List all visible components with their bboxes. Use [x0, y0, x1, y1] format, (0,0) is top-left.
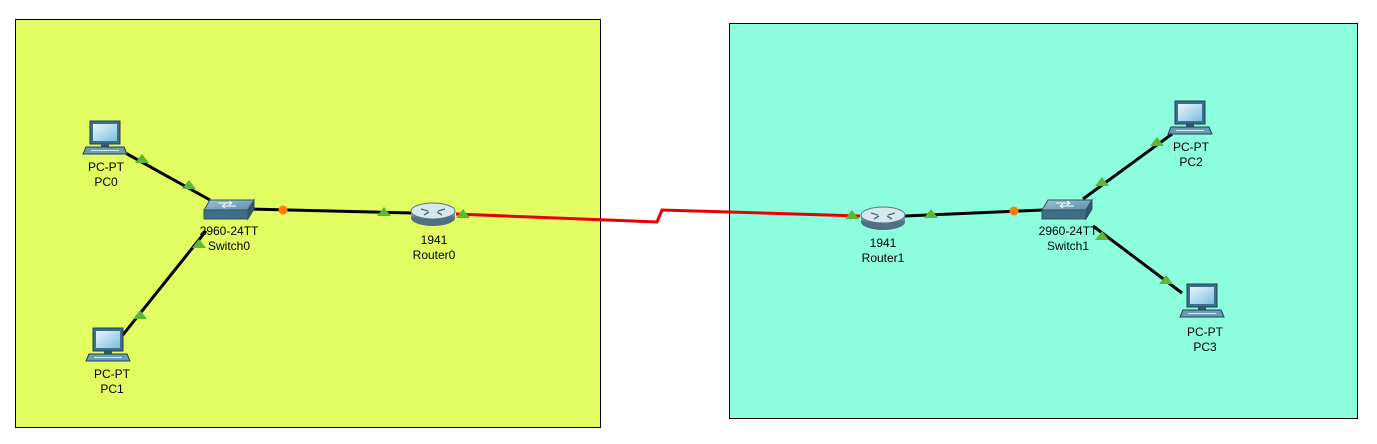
device-label-switch1: 2960-24TT Switch1 — [1039, 224, 1098, 254]
device-model: 2960-24TT — [1038, 224, 1098, 238]
device-name: Switch0 — [207, 239, 251, 253]
port-up-indicator — [1150, 137, 1164, 146]
area-right[interactable] — [729, 23, 1358, 419]
port-up-indicator — [133, 310, 147, 319]
device-label-pc0: PC-PT PC0 — [88, 160, 124, 190]
pc-icon[interactable] — [1179, 283, 1225, 318]
port-up-indicator — [135, 154, 149, 163]
port-indicators — [133, 137, 1173, 319]
router-icon[interactable] — [860, 206, 906, 231]
port-up-indicator — [377, 207, 391, 216]
device-model: PC-PT — [1173, 140, 1209, 154]
device-label-pc3: PC-PT PC3 — [1187, 325, 1223, 355]
port-up-indicator — [1095, 177, 1109, 186]
device-name: Router1 — [861, 251, 905, 265]
device-label-router1: 1941 Router1 — [862, 236, 905, 266]
switch-icon[interactable] — [203, 199, 255, 220]
device-name: PC2 — [1179, 155, 1203, 169]
device-label-pc2: PC-PT PC2 — [1173, 140, 1209, 170]
device-name: PC0 — [94, 175, 118, 189]
device-label-router0: 1941 Router0 — [413, 233, 456, 263]
device-model: PC-PT — [1187, 325, 1223, 339]
port-up-indicator — [456, 209, 470, 218]
device-name: Router0 — [412, 248, 456, 262]
pc-icon[interactable] — [85, 327, 131, 362]
device-label-switch0: 2960-24TT Switch0 — [200, 224, 259, 254]
pc-icon[interactable] — [82, 120, 128, 155]
link-router0-router1-serial[interactable] — [455, 208, 861, 224]
router-icon[interactable] — [410, 202, 456, 227]
port-up-indicator — [845, 210, 859, 219]
port-up-indicator — [192, 239, 206, 248]
port-up-indicator — [1095, 231, 1109, 240]
link-pc0-switch0[interactable] — [119, 148, 211, 202]
device-label-pc1: PC-PT PC1 — [94, 367, 130, 397]
switch-icon[interactable] — [1041, 199, 1093, 220]
device-model: 2960-24TT — [199, 224, 259, 238]
pc-icon[interactable] — [1167, 100, 1213, 135]
device-name: Switch1 — [1046, 239, 1090, 253]
port-up-indicator — [924, 209, 938, 218]
device-name: PC1 — [100, 382, 124, 396]
device-model: PC-PT — [88, 160, 124, 174]
port-up-indicator — [182, 180, 196, 189]
port-pending-indicator — [1009, 206, 1019, 216]
device-model: 1941 — [420, 233, 448, 247]
device-model: 1941 — [869, 236, 897, 250]
device-name: PC3 — [1193, 340, 1217, 354]
port-up-indicator — [1159, 275, 1173, 284]
device-model: PC-PT — [94, 367, 130, 381]
port-pending-indicator — [278, 205, 288, 215]
